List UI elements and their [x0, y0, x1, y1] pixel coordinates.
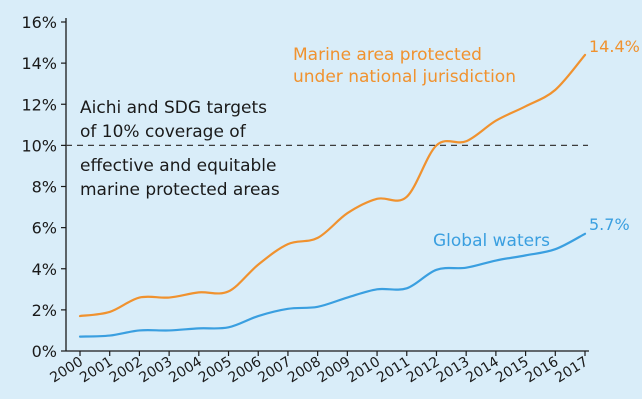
target-annotation-line: effective and equitable — [80, 156, 276, 176]
y-tick-label: 6% — [32, 219, 57, 238]
series-end-label-global-waters: 5.7% — [589, 215, 630, 234]
target-annotation-line: Aichi and SDG targets — [80, 98, 267, 118]
series-line-marine-protected — [78, 53, 587, 318]
y-tick-label: 10% — [21, 136, 57, 155]
y-tick-label: 16% — [21, 13, 57, 32]
target-annotation-line: marine protected areas — [80, 180, 280, 200]
series-end-label-marine-protected: 14.4% — [589, 37, 640, 56]
series-label-marine-protected: Marine area protected — [293, 45, 482, 65]
y-tick-label: 12% — [21, 95, 57, 114]
series-line-global-waters — [78, 232, 587, 338]
y-tick-label: 0% — [32, 342, 57, 361]
y-tick-label: 14% — [21, 54, 57, 73]
x-tick-label: 2017 — [552, 354, 591, 386]
target-annotation-line: of 10% coverage of — [80, 122, 247, 142]
y-tick-label: 4% — [32, 260, 57, 279]
y-tick-label: 8% — [32, 178, 57, 197]
series-label-marine-protected: under national jurisdiction — [293, 67, 516, 87]
series-label-global-waters: Global waters — [433, 231, 550, 251]
y-tick-label: 2% — [32, 301, 57, 320]
